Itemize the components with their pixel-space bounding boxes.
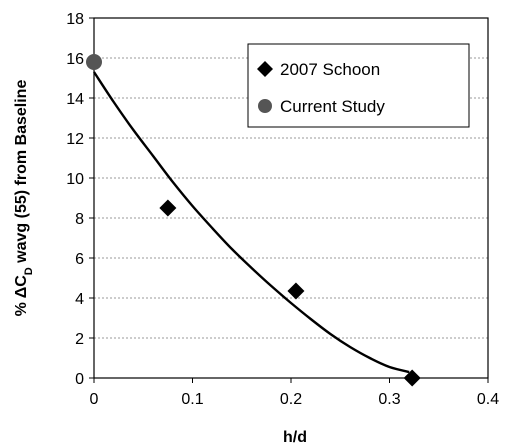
data-markers [86,54,421,387]
y-tick-label: 14 [66,91,84,108]
y-tick-label: 0 [75,371,84,388]
legend-diamond-marker [257,61,273,77]
legend-box [247,43,470,128]
data-point-diamond [287,282,305,300]
x-tick-labels: 0 0.1 0.2 0.3 0.4 [90,378,499,408]
y-tick-labels: 0 2 4 6 8 10 12 14 16 18 [66,11,94,388]
y-tick-label: 2 [75,331,84,348]
y-tick-label: 16 [66,51,84,68]
y-axis-label-main: % ΔC [13,275,30,317]
y-tick-label: 10 [66,171,84,188]
legend-label-2007-schoon: 2007 Schoon [280,60,380,79]
y-axis-label-rest: wavg (55) from Baseline [13,80,30,268]
trend-line [92,71,410,374]
x-tick-label: 0.2 [280,391,302,408]
x-tick-label: 0.3 [378,391,400,408]
y-axis-label: % ΔCD wavg (55) from Baseline [13,80,35,317]
legend-label-current-study: Current Study [280,97,385,116]
y-tick-label: 4 [75,291,84,308]
x-tick-label: 0.4 [477,391,499,408]
data-point-circle [86,54,102,70]
y-axis-label-subscript: D [23,267,35,275]
x-tick-label: 0 [90,391,99,408]
x-axis-label: h/d [283,429,307,446]
legend-circle-marker [258,99,272,113]
y-tick-label: 6 [75,251,84,268]
y-tick-label: 12 [66,131,84,148]
data-point-diamond [403,369,421,387]
data-point-diamond [159,199,177,217]
legend: 2007 Schoon Current Study [247,43,470,128]
y-tick-label: 18 [66,11,84,28]
gridlines [94,57,488,339]
x-tick-label: 0.1 [181,391,203,408]
y-tick-label: 8 [75,211,84,228]
